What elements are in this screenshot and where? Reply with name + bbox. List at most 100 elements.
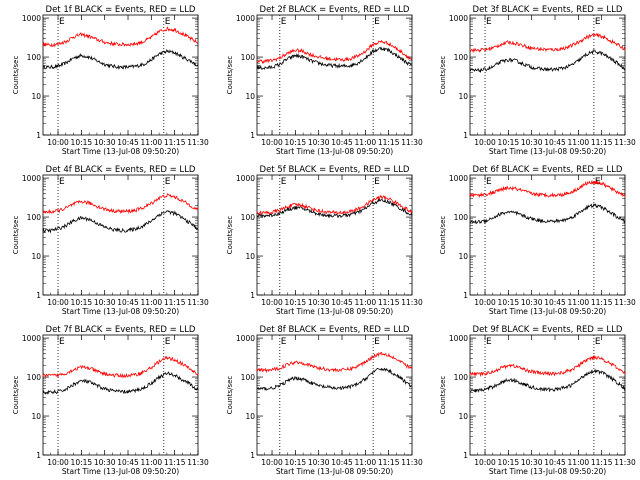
y-axis-label: Counts/sec [439,376,447,415]
x-tick-label: 11:30 [614,458,636,467]
event-marker-label: E [595,337,601,347]
event-marker-label: E [281,17,287,27]
panel-7: Det 7f BLACK = Events, RED = LLD 1 10 100 10… [12,325,209,476]
x-tick-label: 10:45 [331,458,353,467]
y-tick-label: 10 [245,252,255,261]
y-tick-label: 1 [463,131,468,140]
x-tick-label: 10:30 [94,458,116,467]
panel-title: Det 2f BLACK = Events, RED = LLD [260,5,410,15]
y-tick-label: 1 [463,291,468,300]
y-tick-label: 1000 [236,334,255,343]
x-tick-label: 10:15 [498,298,520,307]
panel-title: Det 7f BLACK = Events, RED = LLD [46,325,196,335]
panel-title: Det 3f BLACK = Events, RED = LLD [473,5,623,15]
event-marker-label: E [165,177,171,187]
y-tick-label: 10 [458,92,468,101]
x-tick-label: 10:15 [285,298,307,307]
y-tick-label: 100 [27,213,42,222]
event-marker-label: E [59,17,65,27]
y-tick-label: 1 [463,451,468,460]
x-tick-label: 10:45 [117,298,139,307]
x-tick-label: 10:30 [521,138,543,147]
event-marker-label: E [165,17,171,27]
panel-1: Det 1f BLACK = Events, RED = LLD 1 10 100 10… [12,5,209,156]
axes-frame [470,335,625,455]
panel-title: Det 8f BLACK = Events, RED = LLD [260,325,410,335]
panel-title: Det 5f BLACK = Events, RED = LLD [260,165,410,175]
y-tick-label: 100 [27,373,42,382]
series-events-line [43,50,198,69]
y-tick-label: 100 [454,213,469,222]
y-tick-label: 1 [36,451,41,460]
x-tick-label: 11:30 [187,138,209,147]
y-tick-label: 10 [458,252,468,261]
event-marker-label: E [59,177,65,187]
x-axis-label: Start Time (13-Jul-08 09:50:20) [276,147,393,156]
panel-4: Det 4f BLACK = Events, RED = LLD 1 10 100 10… [12,165,209,316]
x-tick-label: 10:00 [474,138,496,147]
x-axis-label: Start Time (13-Jul-08 09:50:20) [62,307,179,316]
x-tick-label: 10:15 [498,138,520,147]
x-tick-label: 10:15 [71,298,93,307]
x-tick-label: 10:15 [71,138,93,147]
x-tick-label: 10:45 [544,138,566,147]
y-tick-label: 1000 [449,334,468,343]
y-tick-label: 10 [31,412,41,421]
x-tick-label: 11:00 [141,298,163,307]
x-tick-label: 10:00 [261,458,283,467]
y-tick-label: 1 [250,291,255,300]
x-tick-label: 10:45 [331,138,353,147]
y-tick-label: 1000 [22,14,41,23]
x-tick-label: 11:00 [355,458,377,467]
axes-frame [43,175,198,295]
x-tick-label: 10:00 [261,298,283,307]
x-tick-label: 10:30 [308,458,330,467]
y-axis-label: Counts/sec [12,376,20,415]
series-lld-line [43,357,198,378]
y-tick-label: 1000 [236,14,255,23]
y-tick-label: 1000 [449,174,468,183]
x-tick-label: 11:15 [591,298,613,307]
x-tick-label: 10:00 [47,458,69,467]
y-tick-label: 1 [250,451,255,460]
x-tick-label: 10:45 [544,298,566,307]
y-tick-label: 10 [31,92,41,101]
x-tick-label: 10:30 [94,138,116,147]
axes-frame [257,15,412,135]
x-tick-label: 11:30 [614,138,636,147]
panel-9: Det 9f BLACK = Events, RED = LLD 1 10 100 10… [439,325,636,476]
x-tick-label: 10:00 [474,298,496,307]
series-lld-line [257,352,412,371]
series-events-line [257,199,412,217]
x-tick-label: 11:00 [355,138,377,147]
series-lld-line [257,41,412,63]
series-lld-line [470,34,625,52]
y-tick-label: 10 [245,412,255,421]
x-tick-label: 10:15 [285,458,307,467]
x-tick-label: 11:15 [378,298,400,307]
x-tick-label: 11:15 [378,458,400,467]
y-axis-label: Counts/sec [439,56,447,95]
x-tick-label: 11:15 [591,138,613,147]
event-marker-label: E [486,177,492,187]
x-tick-label: 10:00 [47,138,69,147]
series-events-line [43,211,198,233]
y-tick-label: 1000 [22,174,41,183]
y-tick-label: 100 [241,213,256,222]
y-axis-label: Counts/sec [226,216,234,255]
y-tick-label: 1000 [22,334,41,343]
x-axis-label: Start Time (13-Jul-08 09:50:20) [489,467,606,476]
x-tick-label: 11:15 [378,138,400,147]
x-tick-label: 11:00 [568,458,590,467]
y-tick-label: 10 [31,252,41,261]
event-marker-label: E [595,17,601,27]
x-axis-label: Start Time (13-Jul-08 09:50:20) [489,147,606,156]
x-tick-label: 10:45 [117,458,139,467]
x-axis-label: Start Time (13-Jul-08 09:50:20) [276,467,393,476]
x-tick-label: 11:15 [164,298,186,307]
x-tick-label: 10:45 [117,138,139,147]
x-tick-label: 11:30 [187,458,209,467]
x-tick-label: 11:00 [141,458,163,467]
axes-frame [257,335,412,455]
x-tick-label: 11:00 [568,298,590,307]
